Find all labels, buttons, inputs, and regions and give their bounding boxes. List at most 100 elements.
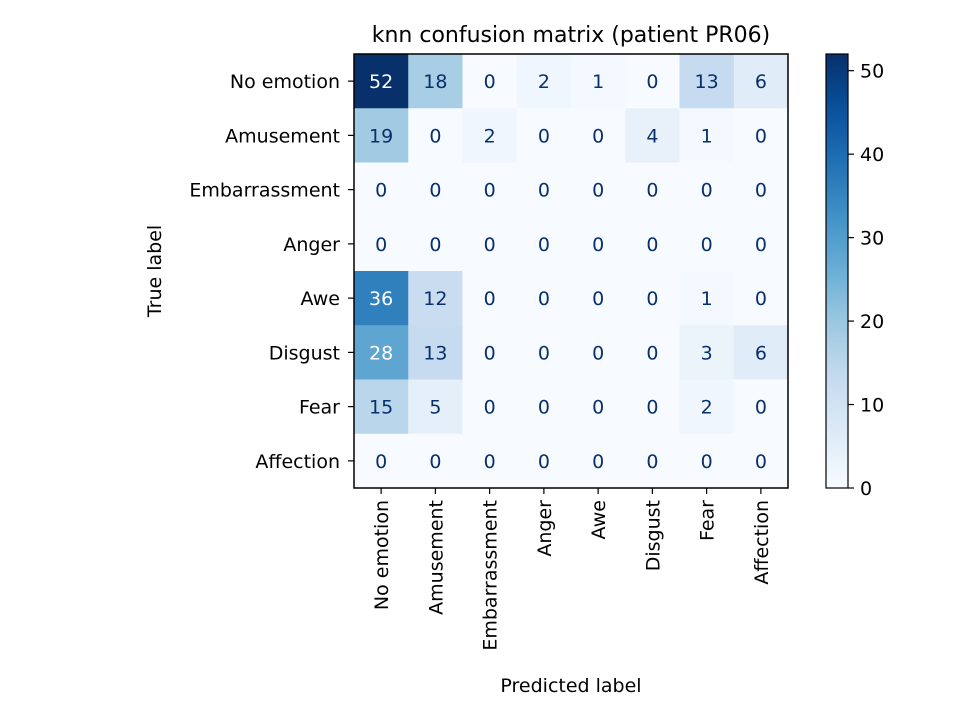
- x-tick-label: No emotion: [371, 500, 393, 610]
- x-tick-label: Anger: [534, 500, 556, 557]
- y-tick-label: Amusement: [225, 125, 340, 147]
- heatmap-cell: [625, 271, 680, 326]
- cell-value-label: 0: [646, 288, 658, 310]
- cell-value-label: 28: [369, 342, 393, 364]
- heatmap-cell: [733, 54, 789, 109]
- cell-value-label: 0: [538, 125, 550, 147]
- heatmap-cell: [679, 433, 735, 489]
- y-tick-label: Anger: [283, 234, 340, 256]
- heatmap-value-labels: 52 18 0 2 1 0 13 619 0 2 0 0 4 1 00 0 0 0 0 0 0 00 0 0 0 0 0 0 036 12…: [369, 71, 767, 473]
- heatmap-cell: [462, 433, 518, 489]
- cell-value-label: 15: [369, 397, 393, 419]
- colorbar: [825, 53, 849, 489]
- heatmap-cell: [354, 379, 409, 435]
- heatmap-cell: [516, 162, 572, 218]
- x-axis-label: Predicted label: [500, 675, 641, 697]
- heatmap-cell: [408, 271, 463, 326]
- cell-value-label: 0: [701, 180, 713, 202]
- cell-value-label: 0: [484, 71, 496, 93]
- cell-value-label: 13: [695, 71, 719, 93]
- heatmap-cell: [625, 433, 680, 489]
- heatmap-cell: [462, 54, 518, 109]
- heatmap-cell: [571, 108, 626, 163]
- colorbar-tick-label: 20: [860, 311, 884, 333]
- colorbar-tick-label: 40: [860, 144, 884, 166]
- cell-value-label: 36: [369, 288, 393, 310]
- y-tick-label: No emotion: [230, 71, 340, 93]
- cell-value-label: 0: [375, 451, 387, 473]
- heatmap-cell: [462, 271, 518, 326]
- y-tick-label: Disgust: [269, 342, 340, 364]
- cell-value-label: 4: [646, 125, 658, 147]
- cell-value-label: 18: [423, 71, 447, 93]
- cell-value-label: 0: [592, 180, 604, 202]
- cell-value-label: 0: [646, 180, 658, 202]
- heatmap-cell: [354, 54, 409, 109]
- heatmap-cell: [516, 216, 572, 272]
- heatmap-cell: [733, 108, 789, 163]
- heatmap-cell: [571, 162, 626, 218]
- cell-value-label: 0: [701, 451, 713, 473]
- cell-value-label: 2: [484, 125, 496, 147]
- y-axis-label: True label: [144, 225, 166, 318]
- heatmap-cell: [516, 271, 572, 326]
- cell-value-label: 0: [538, 234, 550, 256]
- heatmap-cell: [516, 433, 572, 489]
- cell-value-label: 1: [701, 288, 713, 310]
- heatmap-cell: [462, 216, 518, 272]
- cell-value-label: 0: [592, 288, 604, 310]
- heatmap-cell: [408, 379, 463, 435]
- x-tick-label: Embarrassment: [480, 500, 502, 651]
- x-tick-label: Affection: [751, 500, 773, 585]
- heatmap-cell: [571, 216, 626, 272]
- cell-value-label: 0: [538, 451, 550, 473]
- heatmap-cell: [408, 325, 463, 380]
- heatmap-cell: [679, 379, 735, 435]
- cell-value-label: 52: [369, 71, 393, 93]
- cell-value-label: 1: [592, 71, 604, 93]
- cell-value-label: 0: [646, 342, 658, 364]
- heatmap-cell: [625, 54, 680, 109]
- y-tick-label: Embarrassment: [189, 180, 340, 202]
- cell-value-label: 0: [646, 451, 658, 473]
- cell-value-label: 2: [701, 397, 713, 419]
- heatmap-cell: [408, 216, 463, 272]
- heatmap-cell: [571, 271, 626, 326]
- cell-value-label: 0: [429, 234, 441, 256]
- heatmap-cell: [516, 108, 572, 163]
- heatmap-cell: [354, 162, 409, 218]
- cell-value-label: 0: [484, 342, 496, 364]
- heatmap-cell: [625, 325, 680, 380]
- cell-value-label: 0: [538, 397, 550, 419]
- cell-value-label: 0: [592, 234, 604, 256]
- heatmap-cell: [354, 325, 409, 380]
- cell-value-label: 0: [484, 288, 496, 310]
- heatmap-cell: [462, 108, 518, 163]
- heatmap-cell: [462, 379, 518, 435]
- heatmap-cell: [408, 162, 463, 218]
- heatmap-cell: [408, 108, 463, 163]
- cell-value-label: 0: [484, 397, 496, 419]
- y-tick-label: Affection: [255, 451, 340, 473]
- cell-value-label: 19: [369, 125, 393, 147]
- cell-value-label: 0: [755, 397, 767, 419]
- heatmap-cell: [733, 216, 789, 272]
- heatmap-cell: [571, 54, 626, 109]
- heatmap-cell: [516, 379, 572, 435]
- cell-value-label: 0: [646, 71, 658, 93]
- cell-value-label: 0: [375, 180, 387, 202]
- heatmap-cell: [571, 433, 626, 489]
- heatmap-cell: [354, 108, 409, 163]
- y-axis-ticks: No emotion Amusement Embarrassment Anger Awe…: [189, 71, 354, 473]
- heatmap-cell: [733, 162, 789, 218]
- x-axis-ticks: No emotion Amusement Embarrassment Anger Awe…: [371, 488, 773, 651]
- cell-value-label: 0: [429, 451, 441, 473]
- heatmap-cell: [679, 54, 735, 109]
- cell-value-label: 6: [755, 342, 767, 364]
- x-tick-label: Awe: [588, 500, 610, 539]
- heatmap-cell: [679, 325, 735, 380]
- x-tick-label: Disgust: [642, 500, 664, 571]
- heatmap-cell: [625, 108, 680, 163]
- cell-value-label: 0: [429, 125, 441, 147]
- colorbar-tick-label: 10: [860, 395, 884, 417]
